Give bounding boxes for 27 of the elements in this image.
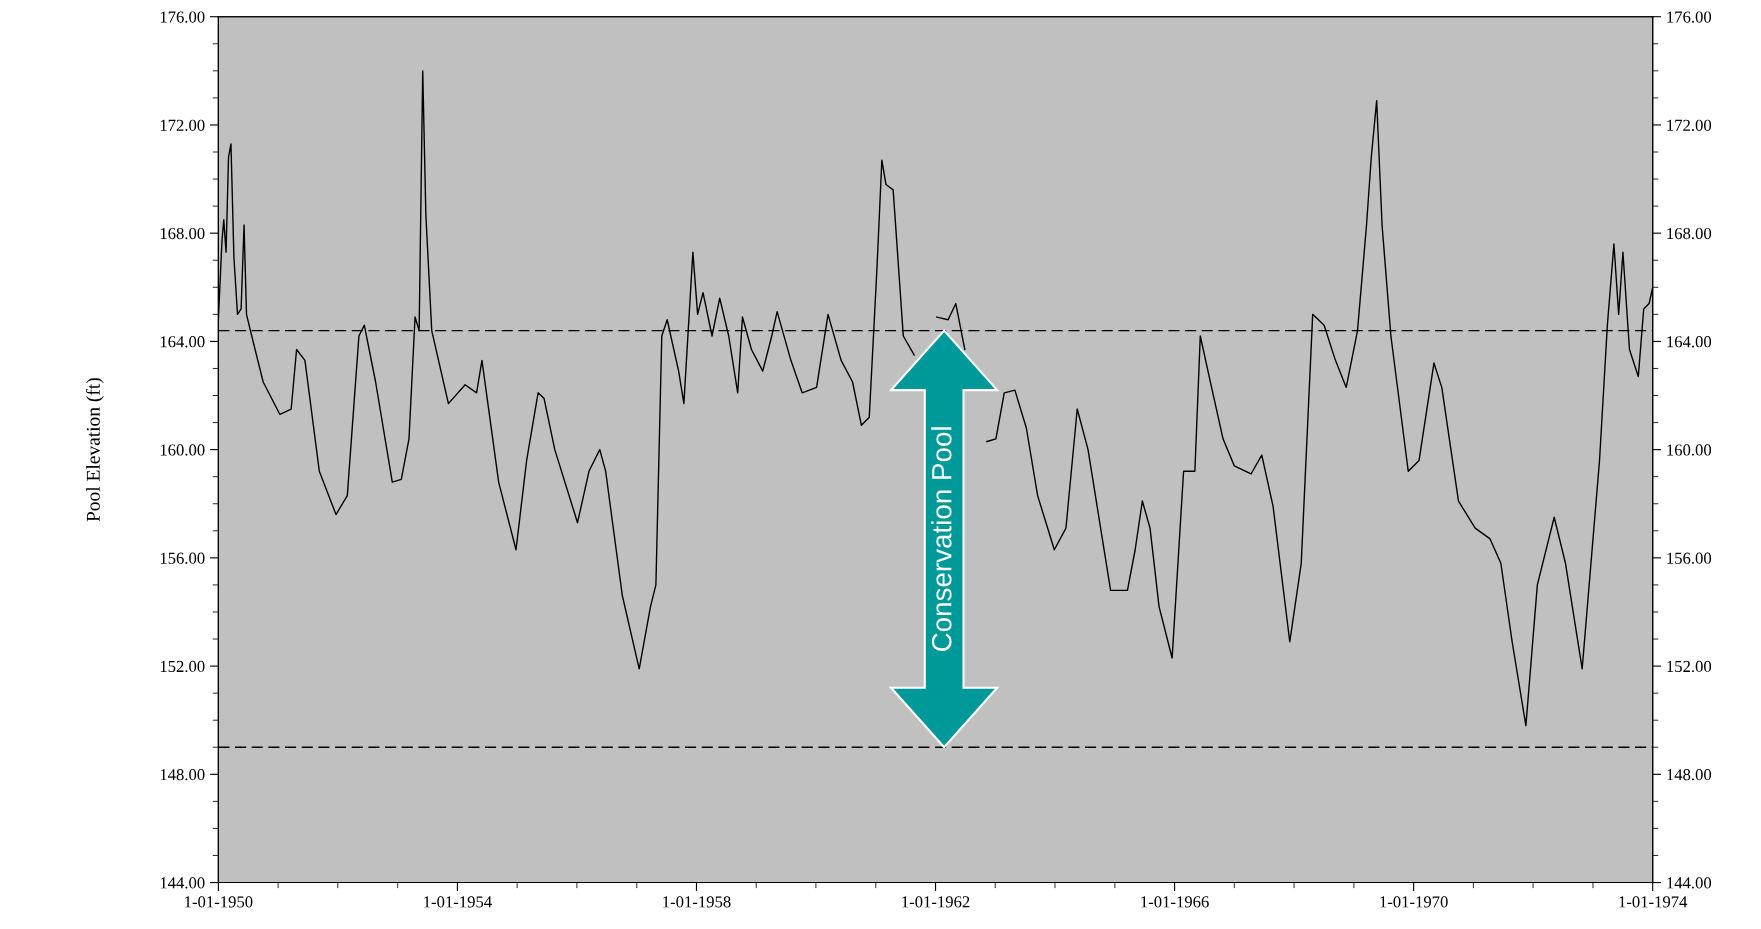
x-tick-label: 1-01-1950 xyxy=(185,896,253,908)
x-tick-label: 1-01-1966 xyxy=(1141,896,1209,908)
y2-tick-label: 152.00 xyxy=(1667,660,1712,673)
y2-tick-label: 160.00 xyxy=(1667,444,1712,456)
y-tick-label: 144.00 xyxy=(160,877,205,889)
y-tick-label: 156.00 xyxy=(160,552,205,564)
y-tick-label: 164.00 xyxy=(160,336,205,348)
y2-tick-label: 144.00 xyxy=(1667,877,1712,889)
y-tick-label: 172.00 xyxy=(160,119,205,131)
y-tick-label: 168.00 xyxy=(160,227,205,240)
y2-tick-label: 156.00 xyxy=(1667,552,1712,564)
x-tick-label: 1-01-1954 xyxy=(424,896,492,908)
x-tick-label: 1-01-1958 xyxy=(663,896,731,908)
y2-tick-label: 164.00 xyxy=(1667,336,1712,348)
x-tick-label: 1-01-1962 xyxy=(902,896,970,908)
y-axis-title: Pool Elevation (ft) xyxy=(85,378,104,522)
x-tick-label: 1-01-1970 xyxy=(1380,896,1448,908)
y-tick-label: 160.00 xyxy=(160,444,205,456)
y2-tick-label: 168.00 xyxy=(1667,227,1712,240)
y-tick-label: 176.00 xyxy=(160,11,205,23)
annotation: Conservation Pool xyxy=(931,427,952,651)
y2-tick-label: 176.00 xyxy=(1667,11,1712,23)
x-tick-label: 1-01-1974 xyxy=(1619,896,1688,908)
y2-tick-label: 148.00 xyxy=(1667,769,1712,781)
y-tick-label: 152.00 xyxy=(160,660,205,673)
y2-tick-label: 172.00 xyxy=(1667,119,1712,131)
y-tick-label: 148.00 xyxy=(160,769,205,781)
